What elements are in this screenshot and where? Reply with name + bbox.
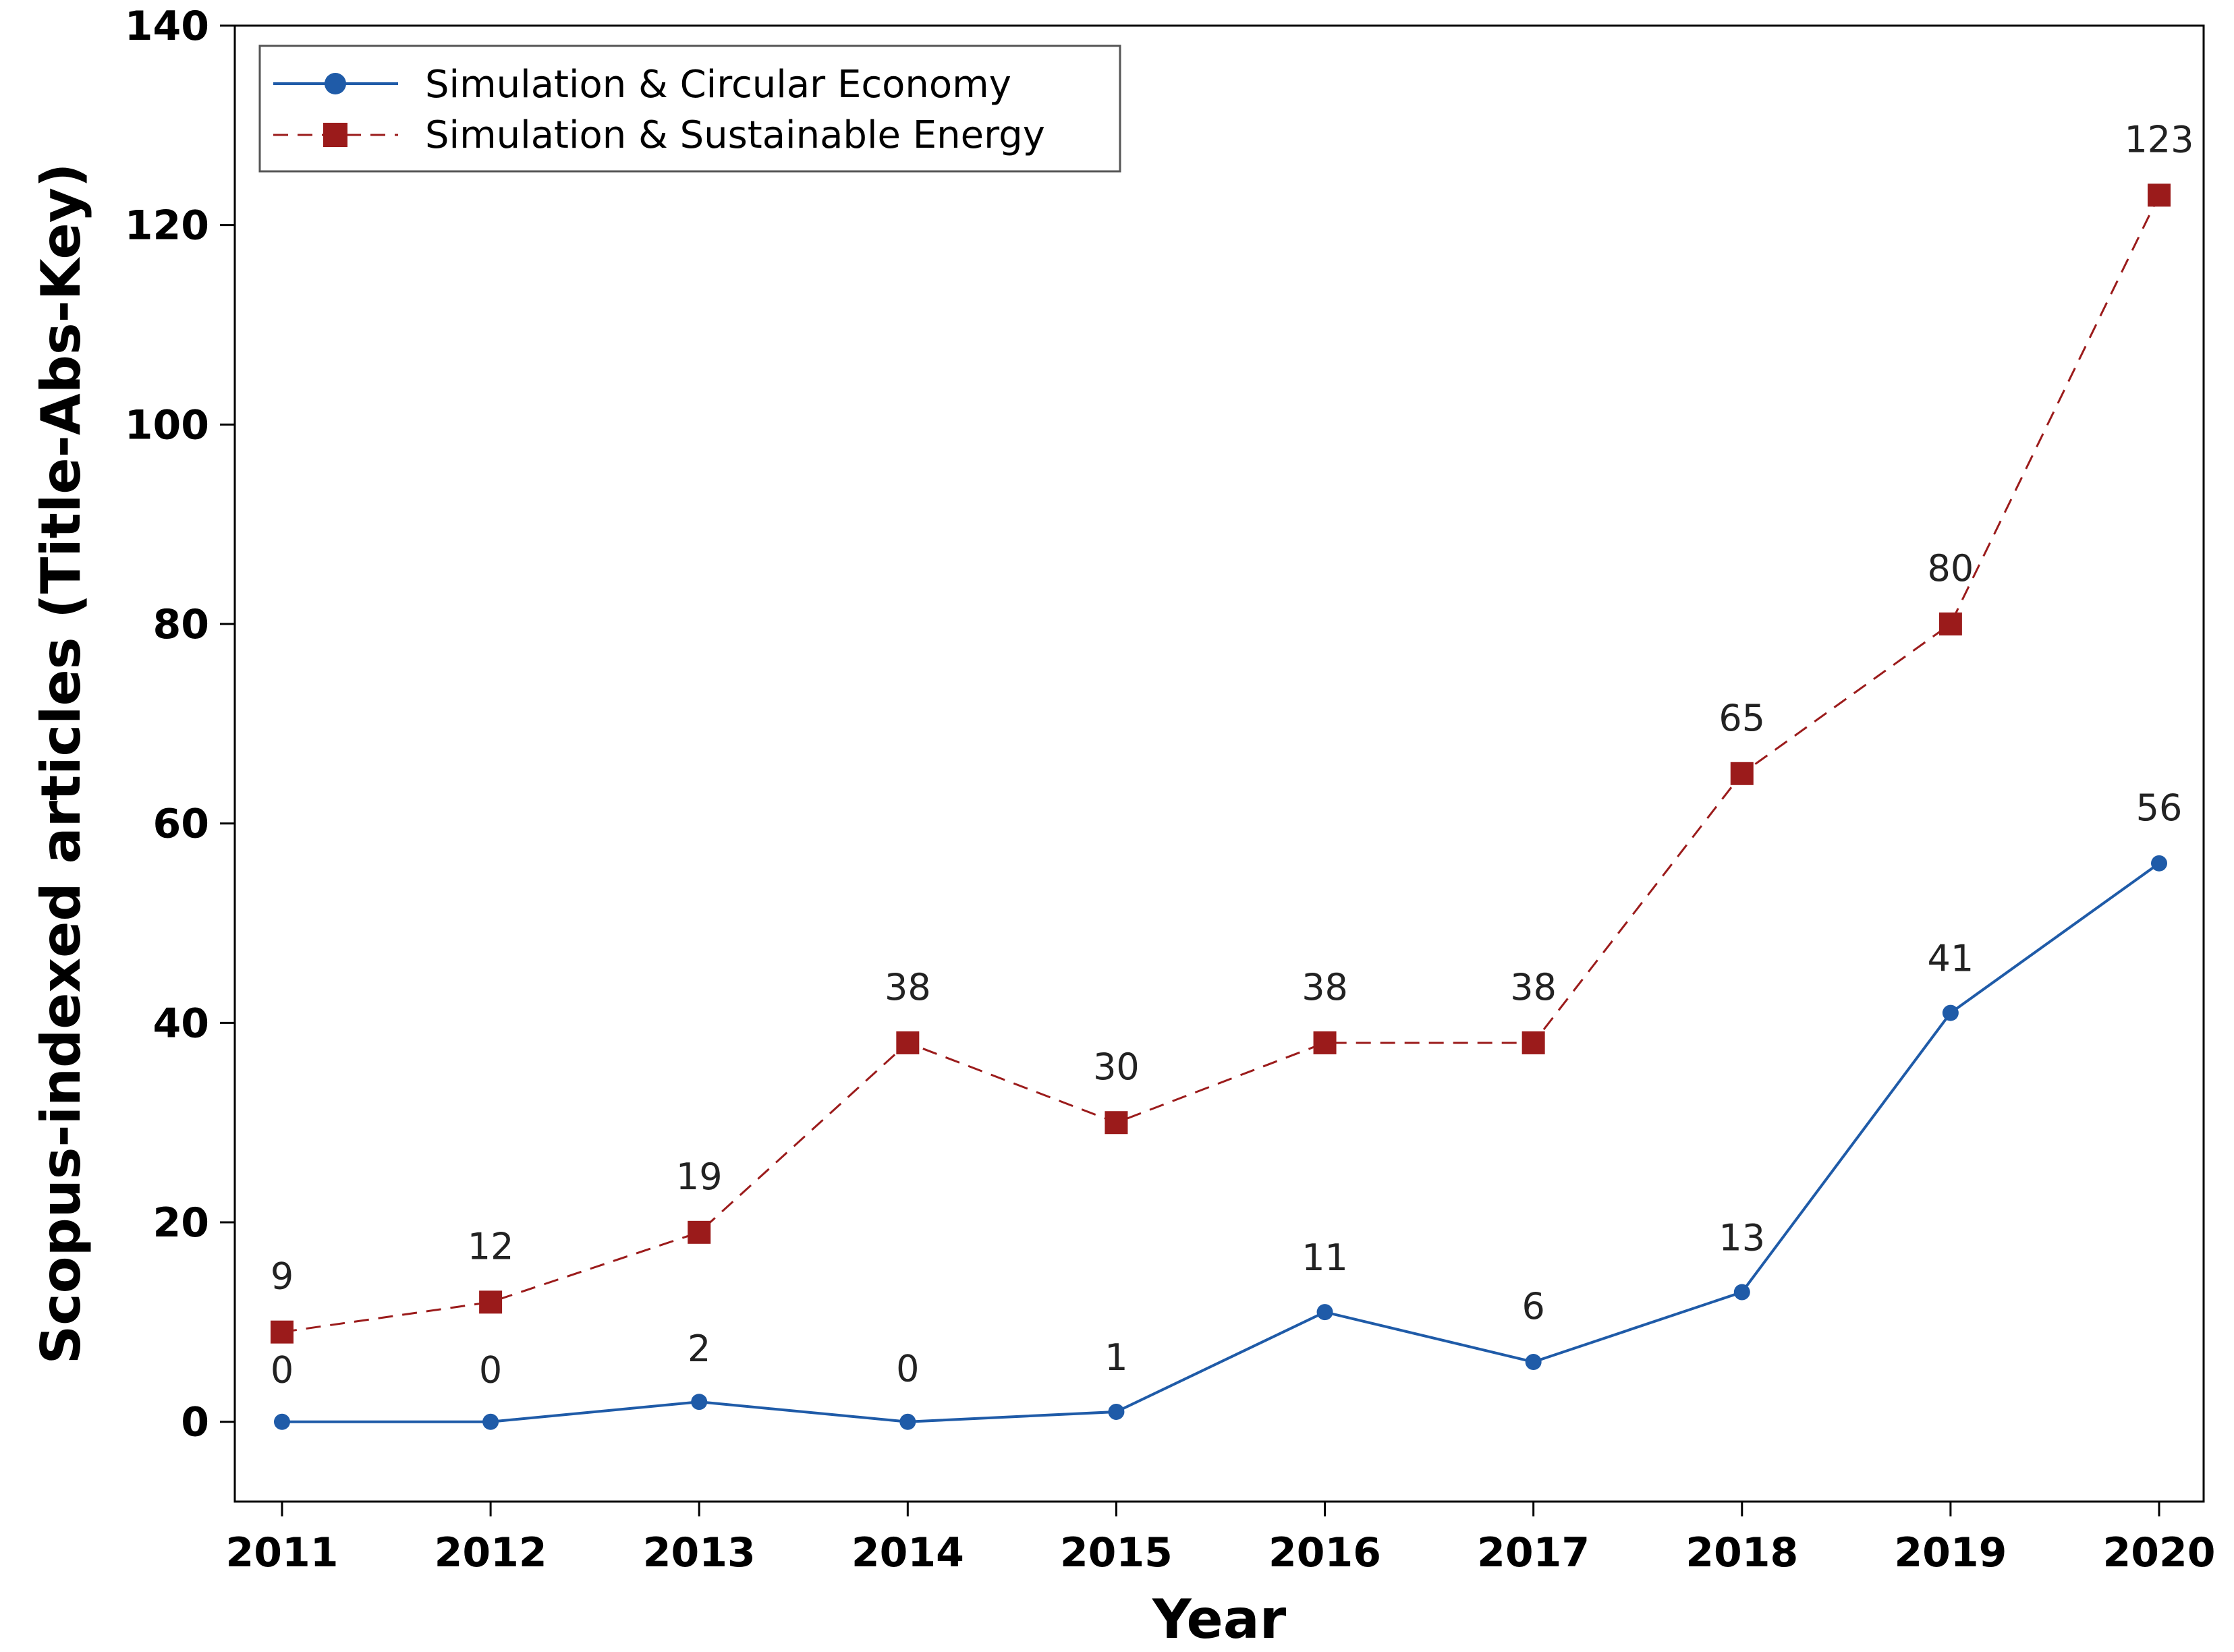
data-label-circular-economy-2014: 0 bbox=[896, 1348, 919, 1390]
point-sustainable-energy-2012 bbox=[479, 1290, 503, 1314]
y-axis-title: Scopus-indexed articles (Title-Abs-Key) bbox=[30, 163, 92, 1365]
y-tick-label-0: 0 bbox=[181, 1399, 209, 1446]
point-sustainable-energy-2016 bbox=[1313, 1031, 1337, 1054]
point-circular-economy-2015 bbox=[1108, 1403, 1125, 1420]
x-axis: 2011 2012 2013 2014 2015 2016 2017 2018 2019 2020 bbox=[226, 1502, 2216, 1576]
data-label-sustainable-energy-2015: 30 bbox=[1093, 1046, 1140, 1088]
point-sustainable-energy-2017 bbox=[1521, 1031, 1545, 1054]
x-tick-label-2016: 2016 bbox=[1268, 1529, 1381, 1576]
data-label-circular-economy-2018: 13 bbox=[1719, 1217, 1765, 1259]
x-tick-label-2012: 2012 bbox=[435, 1529, 547, 1576]
x-tick-label-2018: 2018 bbox=[1685, 1529, 1798, 1576]
point-sustainable-energy-2013 bbox=[688, 1220, 711, 1244]
y-tick-label-100: 100 bbox=[125, 401, 209, 449]
point-sustainable-energy-2011 bbox=[271, 1320, 294, 1344]
point-circular-economy-2011 bbox=[274, 1413, 290, 1430]
point-sustainable-energy-2020 bbox=[2148, 183, 2171, 207]
y-tick-label-40: 40 bbox=[153, 1000, 210, 1047]
x-tick-label-2019: 2019 bbox=[1894, 1529, 2007, 1576]
data-label-circular-economy-2019: 41 bbox=[1928, 938, 1974, 980]
data-label-circular-economy-2012: 0 bbox=[479, 1349, 502, 1392]
x-tick-label-2014: 2014 bbox=[851, 1529, 964, 1576]
point-circular-economy-2014 bbox=[899, 1413, 916, 1430]
point-sustainable-energy-2019 bbox=[1938, 613, 1962, 636]
data-label-sustainable-energy-2012: 12 bbox=[468, 1225, 514, 1268]
data-label-sustainable-energy-2013: 19 bbox=[676, 1156, 723, 1198]
x-tick-label-2020: 2020 bbox=[2103, 1529, 2216, 1576]
x-tick-label-2015: 2015 bbox=[1060, 1529, 1173, 1576]
y-axis: 0 20 40 60 80 100 120 140 bbox=[125, 3, 235, 1446]
legend-label-circular-economy: Simulation & Circular Economy bbox=[425, 63, 1011, 107]
data-label-sustainable-energy-2018: 65 bbox=[1719, 697, 1765, 739]
point-sustainable-energy-2018 bbox=[1730, 762, 1754, 785]
legend-marker-circular-economy bbox=[325, 73, 346, 94]
series-line-circular-economy bbox=[282, 862, 2160, 1423]
point-sustainable-energy-2015 bbox=[1105, 1111, 1128, 1135]
data-label-circular-economy-2020: 56 bbox=[2136, 787, 2183, 829]
data-label-sustainable-energy-2011: 9 bbox=[271, 1255, 294, 1298]
x-tick-label-2011: 2011 bbox=[226, 1529, 339, 1576]
data-label-sustainable-energy-2017: 38 bbox=[1510, 966, 1557, 1008]
legend-box bbox=[258, 45, 1121, 173]
point-circular-economy-2017 bbox=[1525, 1354, 1542, 1371]
data-label-sustainable-energy-2014: 38 bbox=[885, 966, 931, 1008]
y-tick-label-120: 120 bbox=[125, 202, 209, 250]
point-circular-economy-2019 bbox=[1942, 1004, 1959, 1021]
data-label-sustainable-energy-2016: 38 bbox=[1302, 966, 1348, 1008]
legend-label-sustainable-energy: Simulation & Sustainable Energy bbox=[425, 113, 1045, 157]
series-layer bbox=[271, 183, 2171, 1430]
y-tick-label-140: 140 bbox=[125, 3, 209, 50]
point-sustainable-energy-2014 bbox=[896, 1031, 920, 1054]
x-tick-label-2017: 2017 bbox=[1477, 1529, 1590, 1576]
point-circular-economy-2020 bbox=[2151, 855, 2167, 872]
x-axis-title: Year bbox=[1152, 1588, 1287, 1651]
legend: Simulation & Circular Economy Simulation… bbox=[258, 45, 1121, 173]
y-tick-label-60: 60 bbox=[153, 801, 210, 848]
point-circular-economy-2013 bbox=[691, 1394, 708, 1411]
data-label-circular-economy-2013: 2 bbox=[688, 1328, 710, 1370]
data-label-circular-economy-2011: 0 bbox=[271, 1349, 294, 1392]
data-label-sustainable-energy-2020: 123 bbox=[2124, 118, 2194, 161]
point-circular-economy-2018 bbox=[1733, 1284, 1750, 1301]
point-circular-economy-2016 bbox=[1316, 1304, 1333, 1321]
point-circular-economy-2012 bbox=[482, 1413, 499, 1430]
y-tick-label-20: 20 bbox=[153, 1199, 210, 1247]
y-tick-label-80: 80 bbox=[153, 601, 210, 648]
series-line-sustainable-energy bbox=[281, 194, 2160, 1334]
x-tick-label-2013: 2013 bbox=[643, 1529, 756, 1576]
data-label-sustainable-energy-2019: 80 bbox=[1928, 547, 1974, 590]
data-label-circular-economy-2015: 1 bbox=[1105, 1336, 1127, 1379]
data-label-circular-economy-2016: 11 bbox=[1302, 1236, 1348, 1279]
data-label-circular-economy-2017: 6 bbox=[1521, 1285, 1544, 1328]
plot-area-frame bbox=[233, 24, 2205, 1503]
legend-marker-sustainable-energy bbox=[323, 123, 347, 147]
